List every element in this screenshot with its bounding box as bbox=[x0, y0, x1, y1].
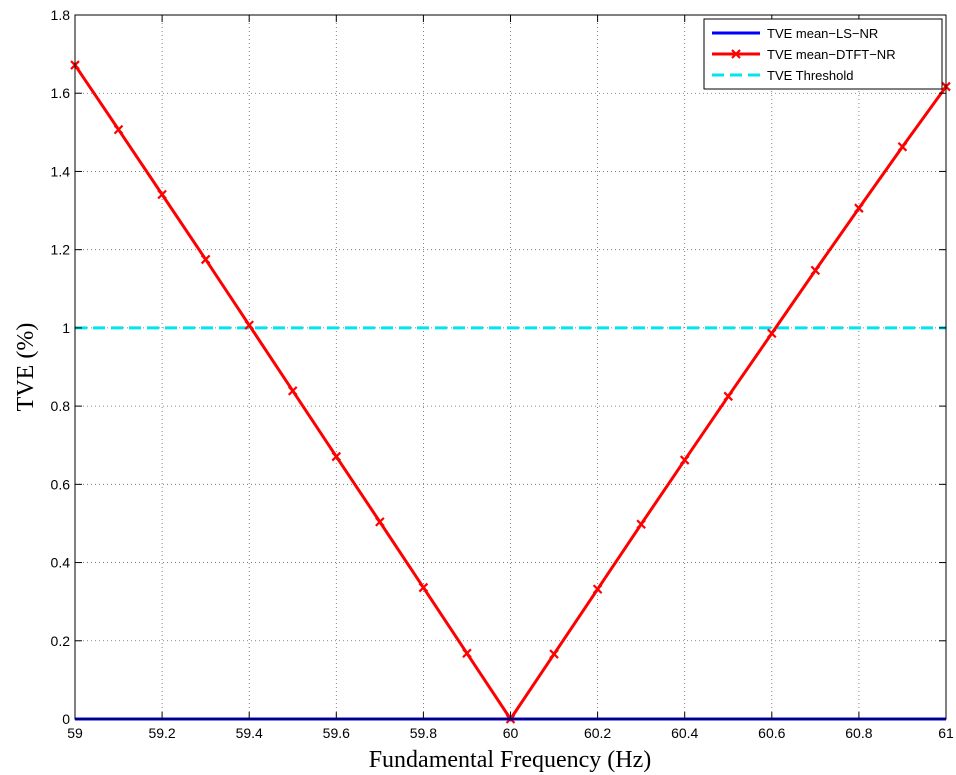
data-point bbox=[810, 265, 821, 276]
data-point bbox=[592, 584, 603, 594]
grid bbox=[75, 15, 946, 719]
x-tick-label: 60 bbox=[503, 725, 519, 741]
y-tick-label: 1.4 bbox=[51, 163, 71, 179]
y-tick-label: 0.6 bbox=[51, 476, 71, 492]
y-tick-label: 0.4 bbox=[51, 555, 71, 571]
y-tick-label: 0.8 bbox=[51, 398, 71, 414]
x-tick-label: 60.6 bbox=[758, 725, 785, 741]
x-tick-label: 59.2 bbox=[148, 725, 175, 741]
x-tick-label: 60.8 bbox=[845, 725, 872, 741]
data-point bbox=[375, 517, 385, 527]
legend-label: TVE mean−DTFT−NR bbox=[767, 47, 896, 62]
data-point bbox=[331, 451, 342, 462]
legend-label: TVE Threshold bbox=[767, 68, 853, 83]
x-tick-label: 61 bbox=[938, 725, 954, 741]
data-point bbox=[244, 320, 254, 330]
ticks: 59 59.2 59.4 59.6 59.8 60 60.2 60.4 60.6 60.8 61 0 0… bbox=[51, 7, 954, 741]
data-point bbox=[636, 519, 646, 530]
y-tick-label: 0.2 bbox=[51, 633, 71, 649]
data-point bbox=[418, 582, 429, 593]
y-tick-label: 1.8 bbox=[51, 7, 71, 23]
data-point bbox=[897, 142, 908, 152]
data-point bbox=[731, 49, 741, 59]
data-point bbox=[113, 124, 124, 135]
x-tick-label: 59.4 bbox=[236, 725, 263, 741]
data-point bbox=[723, 391, 734, 402]
x-tick-label: 59.6 bbox=[323, 725, 350, 741]
x-tick-label: 59 bbox=[67, 725, 83, 741]
legend: TVE mean−LS−NR TVE mean−DTFT−NR TVE Thresh… bbox=[703, 18, 943, 90]
data-point bbox=[287, 386, 298, 396]
y-tick-label: 0 bbox=[62, 711, 70, 727]
x-tick-label: 59.8 bbox=[410, 725, 437, 741]
data-point bbox=[549, 649, 559, 659]
x-tick-label: 60.2 bbox=[584, 725, 611, 741]
y-tick-label: 1.6 bbox=[51, 85, 71, 101]
x-axis-label: Fundamental Frequency (Hz) bbox=[369, 747, 652, 773]
y-tick-label: 1.2 bbox=[51, 242, 71, 258]
data-point bbox=[157, 189, 167, 200]
data-point bbox=[679, 455, 690, 465]
data-point bbox=[854, 203, 864, 213]
y-tick-label: 1 bbox=[62, 320, 70, 336]
data-point bbox=[767, 328, 777, 339]
y-axis-label: TVE (%) bbox=[13, 323, 39, 412]
legend-label: TVE mean−LS−NR bbox=[767, 26, 878, 41]
x-tick-label: 60.4 bbox=[671, 725, 698, 741]
data-point bbox=[462, 648, 472, 659]
data-point bbox=[200, 254, 211, 265]
